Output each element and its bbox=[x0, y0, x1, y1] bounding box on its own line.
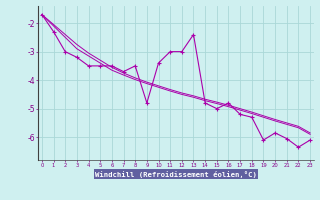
X-axis label: Windchill (Refroidissement éolien,°C): Windchill (Refroidissement éolien,°C) bbox=[95, 171, 257, 178]
